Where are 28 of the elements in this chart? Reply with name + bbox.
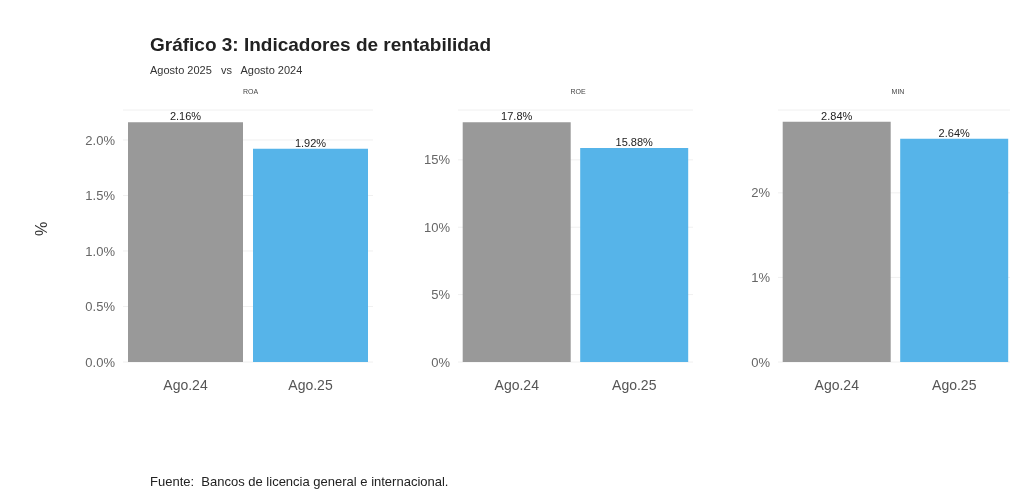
data-label: 15.88% (615, 136, 654, 148)
data-label: 2.16% (169, 110, 202, 123)
x-tick-label: Ago.25 (288, 376, 333, 393)
y-tick-label: 15% (423, 152, 451, 168)
y-tick-label: 1.0% (85, 243, 116, 259)
data-label: 1.92% (294, 136, 327, 149)
y-axis-title: % (32, 221, 50, 236)
text: Gráfico 3: Indicadores de rentabilidad (150, 34, 492, 56)
y-tick-label: 2.0% (85, 132, 116, 148)
y-tick-label: 0.5% (85, 299, 116, 315)
x-tick-label: Ago.24 (163, 376, 208, 393)
y-tick-label: 10% (423, 219, 451, 235)
data-label: 2.84% (821, 109, 853, 122)
y-tick-label: 2% (751, 185, 771, 201)
y-tick-label: 0.0% (85, 354, 116, 370)
data-label: 17.8% (501, 110, 533, 123)
y-tick-label: 1.5% (85, 188, 116, 204)
x-tick-label: Ago.25 (932, 376, 977, 393)
y-tick-label: 1% (751, 270, 771, 286)
x-tick-label: Ago.24 (814, 376, 860, 393)
y-tick-label: 0% (751, 354, 771, 370)
text: Agosto 2025 vs Agosto 2024 (150, 64, 304, 76)
x-tick-label: Ago.25 (612, 376, 657, 393)
y-tick-label: 5% (431, 287, 451, 303)
source-note: Fuente: Bancos de licencia general e internacional. (150, 474, 449, 489)
x-tick-label: Ago.24 (494, 376, 540, 393)
y-tick-label: 0% (431, 354, 451, 370)
data-label: 2.64% (938, 126, 971, 139)
